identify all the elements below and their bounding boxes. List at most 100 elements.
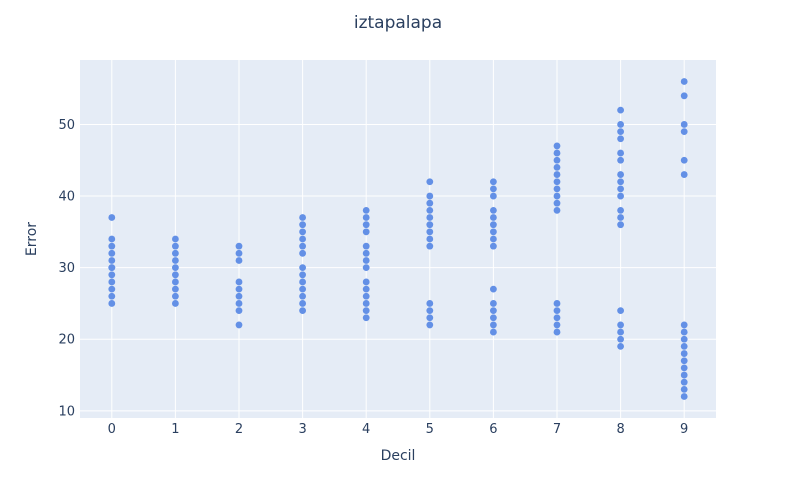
point-decil-4-12	[362, 307, 370, 314]
point-decil-0-11	[108, 300, 116, 307]
point-decil-9-13	[680, 371, 688, 379]
x-axis-title: Decil	[381, 448, 416, 464]
point-decil-5-9	[426, 300, 434, 307]
point-decil-9-12	[680, 364, 688, 372]
point-decil-6-5	[490, 221, 497, 229]
point-decil-4-8	[362, 278, 370, 286]
point-decil-3-3	[299, 235, 306, 243]
y-tick-labels: 10 20 30 40 50	[58, 118, 75, 419]
point-decil-8-1	[617, 121, 624, 128]
point-decil-2-8	[235, 321, 243, 329]
point-decil-5-7	[426, 235, 434, 243]
point-decil-2-5	[235, 292, 243, 300]
point-decil-3-5	[299, 249, 306, 257]
point-decil-2-0	[235, 242, 243, 250]
point-decil-9-2	[680, 121, 688, 128]
x-tick-labels: 0 1 2 3 4 5 6 7 8 9	[108, 422, 689, 437]
point-decil-4-6	[362, 257, 370, 264]
point-decil-1-9	[172, 300, 179, 307]
point-decil-7-5	[553, 178, 561, 186]
point-decil-4-2	[362, 221, 370, 229]
point-decil-7-1	[553, 149, 561, 157]
y-gridlines	[80, 123, 716, 412]
point-decil-9-4	[680, 156, 688, 164]
y-tick-label-20: 20	[58, 333, 75, 348]
point-decil-0-8	[108, 278, 116, 286]
point-decil-8-7	[617, 178, 624, 186]
point-decil-6-2	[490, 192, 497, 200]
point-decil-6-4	[490, 214, 497, 221]
point-decil-0-4	[108, 257, 116, 264]
point-decil-8-12	[617, 221, 624, 229]
point-decil-7-0	[553, 142, 561, 150]
point-decil-7-14	[553, 328, 561, 336]
point-decil-6-12	[490, 314, 497, 322]
point-decil-5-11	[426, 314, 434, 322]
point-decil-3-6	[299, 264, 306, 272]
point-decil-1-4	[172, 264, 179, 272]
point-decil-5-3	[426, 206, 434, 214]
point-decil-4-7	[362, 264, 370, 272]
point-decil-3-9	[299, 285, 306, 293]
point-decil-1-7	[172, 285, 179, 293]
point-decil-7-11	[553, 307, 561, 314]
point-decil-6-11	[490, 307, 497, 314]
point-decil-7-13	[553, 321, 561, 329]
point-decil-9-16	[680, 393, 688, 400]
data-points	[108, 78, 688, 400]
point-decil-1-6	[172, 278, 179, 286]
x-tick-label-4: 4	[362, 422, 370, 437]
point-decil-3-4	[299, 242, 306, 250]
point-decil-9-15	[680, 385, 688, 393]
point-decil-7-9	[553, 206, 561, 214]
point-decil-2-2	[235, 257, 243, 264]
point-decil-1-8	[172, 292, 179, 300]
x-tick-label-8: 8	[616, 422, 624, 437]
point-decil-0-1	[108, 235, 116, 243]
x-tick-label-5: 5	[426, 422, 434, 437]
point-decil-6-8	[490, 242, 497, 250]
point-decil-4-4	[362, 242, 370, 250]
point-decil-6-3	[490, 206, 497, 214]
point-decil-9-3	[680, 128, 688, 136]
x-tick-label-3: 3	[298, 422, 306, 437]
x-tick-label-2: 2	[235, 422, 243, 437]
point-decil-3-0	[299, 214, 306, 221]
x-tick-label-1: 1	[171, 422, 179, 437]
point-decil-8-13	[617, 307, 624, 314]
point-decil-1-3	[172, 257, 179, 264]
y-axis-title: Error	[24, 222, 40, 256]
point-decil-1-1	[172, 242, 179, 250]
y-tick-label-30: 30	[58, 261, 75, 276]
point-decil-1-2	[172, 249, 179, 257]
point-decil-7-7	[553, 192, 561, 200]
point-decil-9-8	[680, 335, 688, 343]
point-decil-2-7	[235, 307, 243, 314]
point-decil-5-8	[426, 242, 434, 250]
point-decil-6-14	[490, 328, 497, 336]
x-tick-label-6: 6	[489, 422, 497, 437]
point-decil-4-1	[362, 214, 370, 221]
point-decil-3-7	[299, 271, 306, 279]
point-decil-3-11	[299, 300, 306, 307]
point-decil-8-14	[617, 321, 624, 329]
point-decil-3-1	[299, 221, 306, 229]
point-decil-9-10	[680, 350, 688, 357]
point-decil-9-7	[680, 328, 688, 336]
point-decil-4-10	[362, 292, 370, 300]
point-decil-4-11	[362, 300, 370, 307]
point-decil-3-10	[299, 292, 306, 300]
point-decil-5-5	[426, 221, 434, 229]
point-decil-5-4	[426, 214, 434, 221]
point-decil-6-7	[490, 235, 497, 243]
point-decil-9-6	[680, 321, 688, 329]
point-decil-9-5	[680, 171, 688, 178]
point-decil-5-0	[426, 178, 434, 186]
point-decil-0-3	[108, 249, 116, 257]
point-decil-9-1	[680, 92, 688, 100]
point-decil-8-4	[617, 149, 624, 157]
point-decil-2-3	[235, 278, 243, 286]
point-decil-9-14	[680, 378, 688, 386]
point-decil-2-6	[235, 300, 243, 307]
point-decil-0-2	[108, 242, 116, 250]
